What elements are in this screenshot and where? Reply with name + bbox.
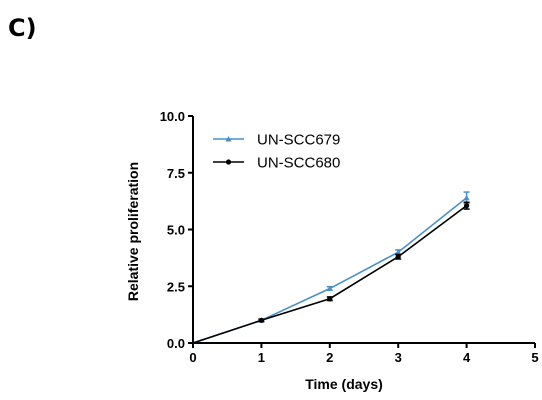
- y-tick-label: 2.5: [167, 279, 185, 294]
- legend-label: UN-SCC680: [257, 155, 340, 172]
- series-line: [192, 205, 468, 344]
- y-axis-title: Relative proliferation: [125, 162, 141, 301]
- x-tick-label: 4: [463, 350, 471, 365]
- x-tick-label: 0: [189, 350, 196, 365]
- x-tick-label: 3: [395, 350, 402, 365]
- x-tick-label: 1: [258, 350, 265, 365]
- panel-label: C): [8, 14, 37, 42]
- series-UN-SCC679: [192, 191, 470, 344]
- legend-marker: [225, 159, 232, 165]
- x-tick-label: 2: [326, 350, 333, 365]
- data-point: [395, 254, 401, 260]
- y-tick-label: 0.0: [167, 336, 185, 351]
- series-line: [192, 197, 468, 344]
- data-point: [464, 203, 470, 209]
- y-tick-label: 5.0: [167, 223, 185, 238]
- legend-item: UN-SCC679: [213, 132, 340, 149]
- data-point: [395, 249, 402, 255]
- legend-label: UN-SCC679: [257, 132, 340, 149]
- x-axis-title: Time (days): [305, 376, 383, 392]
- legend-marker: [225, 136, 232, 142]
- data-point: [327, 296, 333, 302]
- chart-series: [192, 191, 470, 344]
- y-tick-label: 7.5: [167, 166, 185, 181]
- data-point: [463, 194, 470, 201]
- chart-axes: 0 1 2 3 4 5 0.0 2.5 5.0 7.5 10.0: [160, 109, 539, 365]
- y-tick-label: 10.0: [160, 109, 185, 124]
- series-UN-SCC680: [192, 201, 470, 344]
- chart-legend: UN-SCC679 UN-SCC680: [213, 132, 340, 172]
- data-point: [258, 317, 264, 323]
- legend-item: UN-SCC680: [213, 155, 340, 172]
- data-point: [326, 285, 333, 292]
- x-tick-label: 5: [531, 350, 538, 365]
